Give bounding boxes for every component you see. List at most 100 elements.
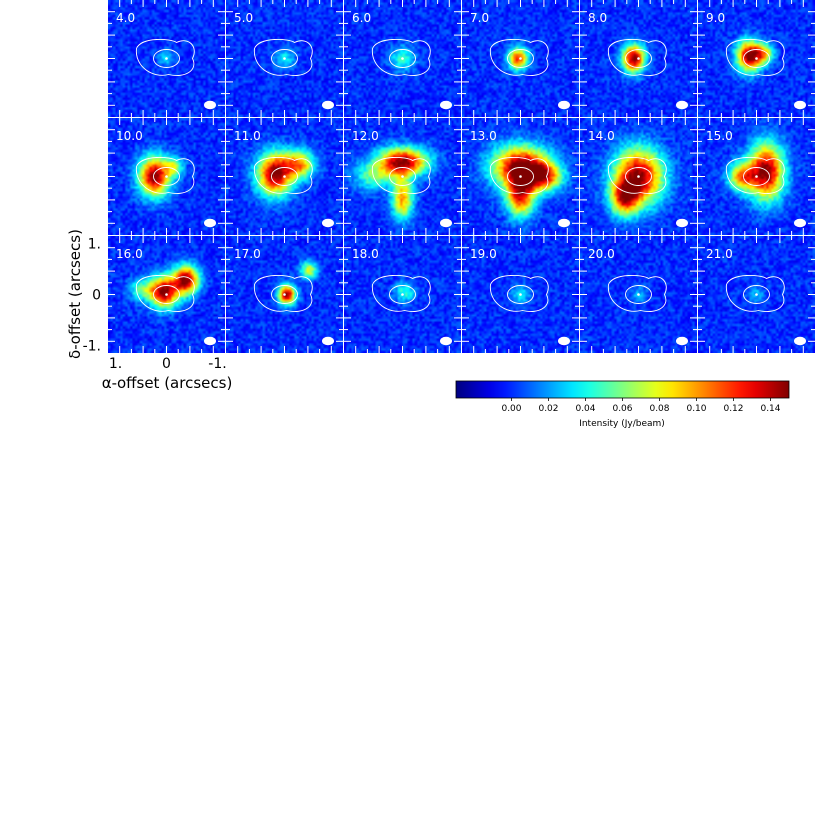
colorbar-tick-label: 0.08	[649, 404, 669, 414]
contour-inner	[625, 285, 652, 304]
continuum-peak	[519, 57, 522, 60]
contour-inner	[389, 49, 416, 68]
colorbar-tick-label: 0.02	[538, 404, 558, 414]
panel-velocity-label: 9.0	[706, 11, 725, 25]
continuum-peak	[401, 175, 404, 178]
contour-inner	[743, 49, 770, 68]
panel-ticks	[698, 0, 815, 117]
panel-velocity-label: 11.0	[234, 129, 261, 143]
beam-ellipse	[794, 100, 806, 110]
beam-ellipse	[204, 336, 216, 346]
continuum-peak	[755, 293, 758, 296]
x-tick-labels: 1. 0 -1.	[109, 356, 227, 372]
channel-panel: 15.0	[698, 118, 815, 235]
panel-ticks	[698, 118, 815, 235]
channel-panel: 8.0	[580, 0, 697, 117]
panel-velocity-label: 4.0	[116, 11, 135, 25]
channel-panel: 18.0	[344, 236, 461, 353]
contour-outer	[136, 39, 195, 76]
channel-panel: 20.0	[580, 236, 697, 353]
colorbar-tick-label: 0.10	[686, 404, 706, 414]
contour-outer	[372, 39, 431, 76]
x-tick-label: -1.	[208, 356, 226, 372]
panel-grid: 4.0 5.0 6.0 7.0 8.0 9.0 10.0 11.0 12.0 13.0 14.0 15…	[108, 0, 815, 353]
contour-inner	[153, 285, 180, 304]
beam-ellipse	[440, 218, 452, 228]
contour-inner	[271, 167, 298, 186]
beam-ellipse	[440, 100, 452, 110]
contour-inner	[507, 167, 534, 186]
channel-panel: 11.0	[226, 118, 343, 235]
x-tick-label: 0	[162, 356, 171, 372]
panel-ticks	[226, 0, 343, 117]
continuum-peak	[755, 57, 758, 60]
channel-panel: 6.0	[344, 0, 461, 117]
contour-inner	[271, 49, 298, 68]
continuum-peak	[755, 175, 758, 178]
x-axis-label: α-offset (arcsecs)	[102, 374, 233, 392]
channel-panel: 16.0	[108, 236, 225, 353]
panel-velocity-label: 15.0	[706, 129, 733, 143]
contour-outer	[136, 157, 195, 194]
contour-inner	[507, 285, 534, 304]
panel-ticks	[226, 118, 343, 235]
contour-outer	[726, 39, 785, 76]
panel-ticks	[580, 236, 697, 353]
contour-inner	[153, 49, 180, 68]
contour-outer	[726, 157, 785, 194]
contour-inner	[389, 285, 416, 304]
channel-panel: 14.0	[580, 118, 697, 235]
panel-ticks	[344, 0, 461, 117]
panel-velocity-label: 13.0	[470, 129, 497, 143]
colorbar-label: Intensity (Jy/beam)	[579, 419, 665, 429]
continuum-peak	[165, 293, 168, 296]
colorbar-tick-label: 0.12	[723, 404, 743, 414]
channel-panel: 13.0	[462, 118, 579, 235]
beam-ellipse	[322, 218, 334, 228]
beam-ellipse	[558, 218, 570, 228]
y-tick-label: -1.	[83, 339, 101, 355]
contour-outer	[372, 157, 431, 194]
panel-ticks	[344, 118, 461, 235]
contour-inner	[743, 285, 770, 304]
contour-inner	[507, 49, 534, 68]
beam-ellipse	[676, 336, 688, 346]
channel-panel: 10.0	[108, 118, 225, 235]
colorbar: 0.00 0.02 0.04 0.06 0.08 0.10 0.12 0.14 Intensi…	[455, 380, 790, 429]
channel-panel: 5.0	[226, 0, 343, 117]
contour-outer	[608, 157, 667, 194]
channel-panel: 12.0	[344, 118, 461, 235]
beam-ellipse	[322, 100, 334, 110]
continuum-peak	[519, 293, 522, 296]
contour-outer	[608, 275, 667, 312]
panel-ticks	[226, 236, 343, 353]
panel-ticks	[344, 236, 461, 353]
beam-ellipse	[676, 218, 688, 228]
panel-ticks	[580, 118, 697, 235]
contour-outer	[136, 275, 195, 312]
panel-ticks	[108, 118, 225, 235]
panel-ticks	[108, 0, 225, 117]
contour-outer	[490, 157, 549, 194]
colorbar-tick-label: 0.14	[760, 404, 780, 414]
contour-inner	[271, 285, 298, 304]
axes: δ-offset (arcsecs) α-offset (arcsecs) 1.…	[66, 229, 232, 392]
contour-outer	[254, 39, 313, 76]
continuum-peak	[283, 293, 286, 296]
continuum-peak	[165, 57, 168, 60]
contour-inner	[153, 167, 180, 186]
beam-ellipse	[676, 100, 688, 110]
panel-velocity-label: 5.0	[234, 11, 253, 25]
continuum-peak	[283, 175, 286, 178]
panel-velocity-label: 14.0	[588, 129, 615, 143]
colorbar-gradient	[455, 380, 790, 399]
contour-outer	[372, 275, 431, 312]
continuum-peak	[637, 175, 640, 178]
beam-ellipse	[440, 336, 452, 346]
contour-inner	[389, 167, 416, 186]
continuum-peak	[283, 57, 286, 60]
continuum-peak	[165, 175, 168, 178]
panel-velocity-label: 10.0	[116, 129, 143, 143]
continuum-peak	[401, 57, 404, 60]
y-axis-label: δ-offset (arcsecs)	[66, 229, 84, 359]
